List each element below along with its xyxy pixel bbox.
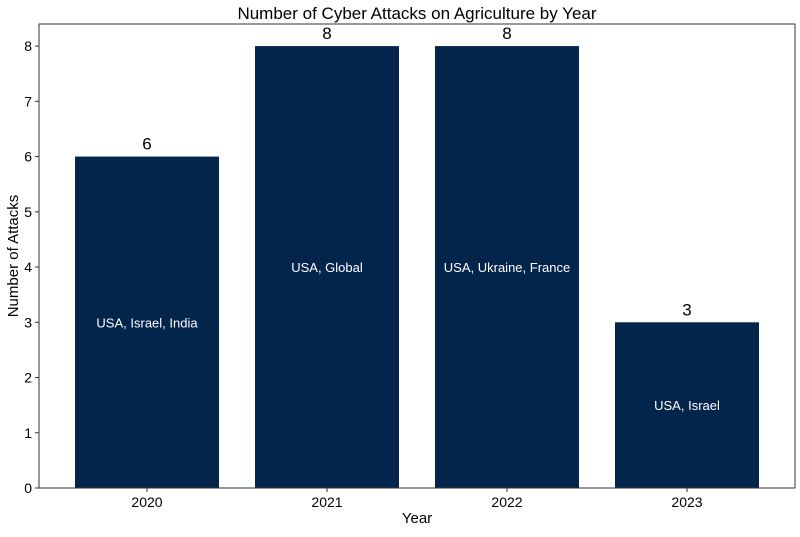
x-tick-label: 2021 [311,494,342,510]
bar-annotation: USA, Israel, India [96,315,198,330]
y-tick-label: 7 [24,93,32,109]
bar-2022 [435,46,579,488]
bar-2021 [255,46,399,488]
y-tick-label: 0 [24,480,32,496]
y-tick-label: 1 [24,425,32,441]
x-tick-label: 2023 [671,494,702,510]
bar-value-label: 8 [502,24,511,43]
plot-frame [38,23,796,489]
bar-2020 [75,156,219,489]
bar-value-label: 3 [682,300,691,319]
bar-annotation: USA, Ukraine, France [444,260,570,275]
bar-annotation: USA, Israel [654,398,720,413]
y-axis-label: Number of Attacks [5,195,22,318]
bar-annotation: USA, Global [291,260,363,275]
y-tick-label: 6 [24,149,32,165]
x-axis-label: Year [402,510,432,527]
bar-value-label: 8 [322,24,331,43]
y-tick-label: 3 [24,314,32,330]
y-tick-label: 8 [24,38,32,54]
bar-2023 [615,322,759,488]
y-tick-label: 2 [24,370,32,386]
y-tick-label: 4 [24,259,32,275]
y-tick-label: 5 [24,204,32,220]
chart-title: Number of Cyber Attacks on Agriculture b… [237,4,596,23]
x-tick-label: 2020 [131,494,162,510]
x-tick-label: 2022 [491,494,522,510]
bar-value-label: 6 [142,135,151,154]
